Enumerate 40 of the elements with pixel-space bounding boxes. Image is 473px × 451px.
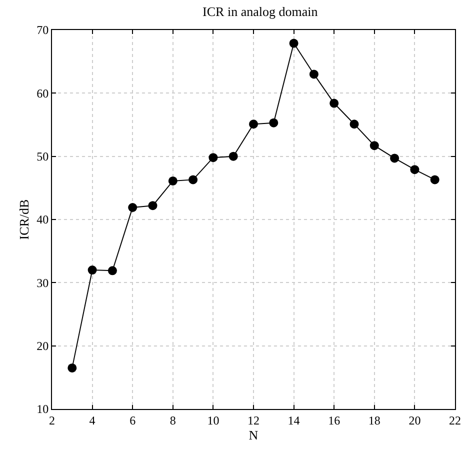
x-tick-label: 6 [130,413,136,428]
point [350,120,359,129]
point [68,363,77,372]
y-tick-label: 40 [36,212,49,227]
point [249,120,258,129]
x-tick-label: 10 [207,413,220,428]
y-tick-label: 20 [36,339,49,354]
x-tick-label: 4 [89,413,96,428]
chart-title: ICR in analog domain [202,4,318,19]
point [410,165,420,174]
point [228,152,238,161]
y-tick-label: 30 [36,276,49,290]
y-tick-label: 70 [36,23,49,38]
point [108,266,117,276]
point [269,118,278,128]
point [289,38,298,48]
y-tick-label: 10 [36,402,49,416]
point [390,154,400,163]
point [88,266,97,275]
point [208,153,218,162]
point [370,141,379,150]
x-tick-label: 20 [408,413,421,428]
y-axis-title: ICR/dB [16,198,32,240]
point [168,176,178,186]
point [128,203,138,212]
x-tick-label: 2 [49,413,55,428]
x-tick-label: 18 [368,413,380,428]
point [330,98,339,108]
point [430,175,440,184]
point [188,175,198,184]
x-tick-label: 22 [449,413,461,428]
x-axis-title: N [248,427,259,442]
x-tick-label: 16 [328,413,340,428]
y-tick-label: 60 [36,86,49,100]
point [148,201,158,210]
x-tick-label: 8 [170,413,176,428]
x-tick-label: 12 [248,413,260,428]
x-tick-label: 14 [288,413,300,428]
y-tick-label: 50 [36,150,49,164]
point [309,70,318,79]
